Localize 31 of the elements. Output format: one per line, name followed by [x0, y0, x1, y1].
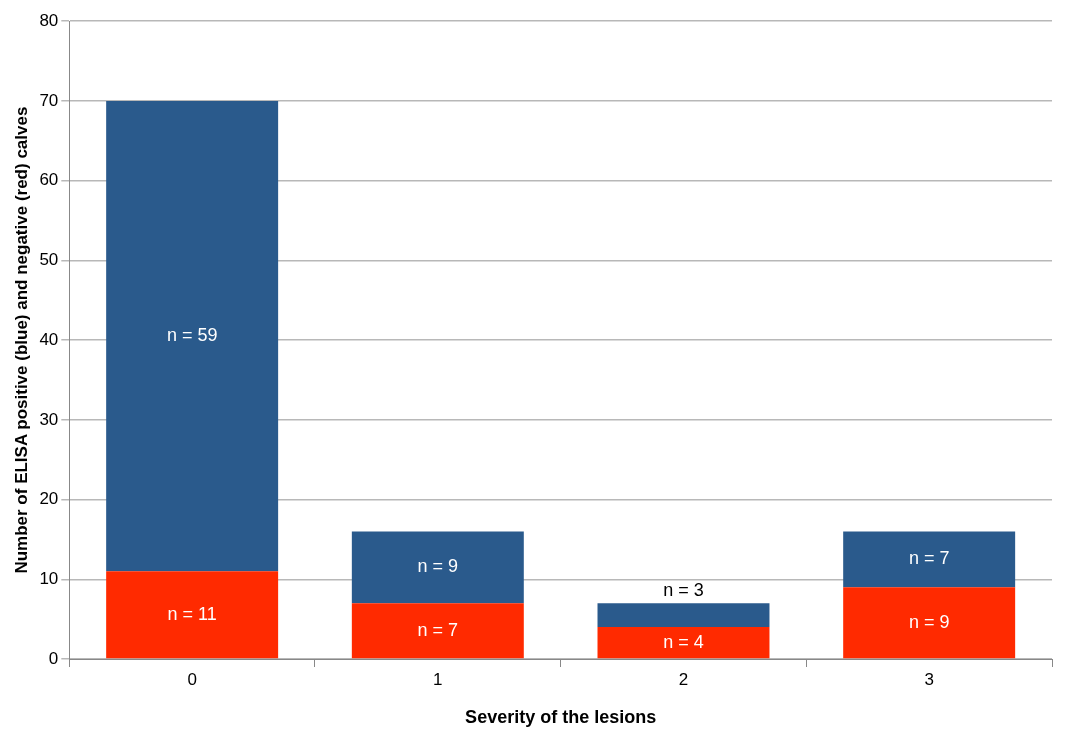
bar [351, 531, 524, 604]
y-tick-label: 0 [48, 648, 59, 668]
y-tick-label: 10 [39, 568, 59, 588]
y-tick-label: 50 [39, 250, 59, 270]
y-axis-title: Number of ELISA positive (blue) and negative (red) calves [11, 106, 31, 574]
y-tick-label: 60 [39, 170, 59, 190]
data-label: n = 7 [908, 548, 950, 569]
bar [843, 587, 1016, 659]
x-tick-label: 1 [433, 669, 443, 689]
data-label: n = 9 [417, 556, 459, 577]
y-tick-label: 30 [39, 409, 59, 429]
x-axis-title: Severity of the lesions [465, 707, 657, 728]
y-tick-label: 20 [39, 489, 59, 509]
bar [843, 531, 1016, 588]
y-tick-label: 70 [39, 90, 59, 110]
data-label: n = 7 [417, 619, 459, 640]
y-tick-label: 40 [39, 329, 59, 349]
data-label: n = 4 [663, 631, 704, 652]
x-tick-label: 3 [924, 669, 934, 689]
bar [106, 100, 279, 572]
data-label: n = 9 [908, 611, 950, 632]
bar [597, 627, 770, 659]
bar [597, 603, 770, 628]
y-tick-label: 80 [39, 10, 59, 30]
data-label: n = 59 [166, 325, 218, 346]
bar [106, 571, 279, 659]
x-tick-label: 2 [678, 669, 689, 689]
x-tick-label: 0 [187, 669, 197, 689]
data-label: n = 3 [663, 580, 704, 601]
data-label: n = 11 [167, 603, 217, 624]
bar [351, 603, 524, 659]
